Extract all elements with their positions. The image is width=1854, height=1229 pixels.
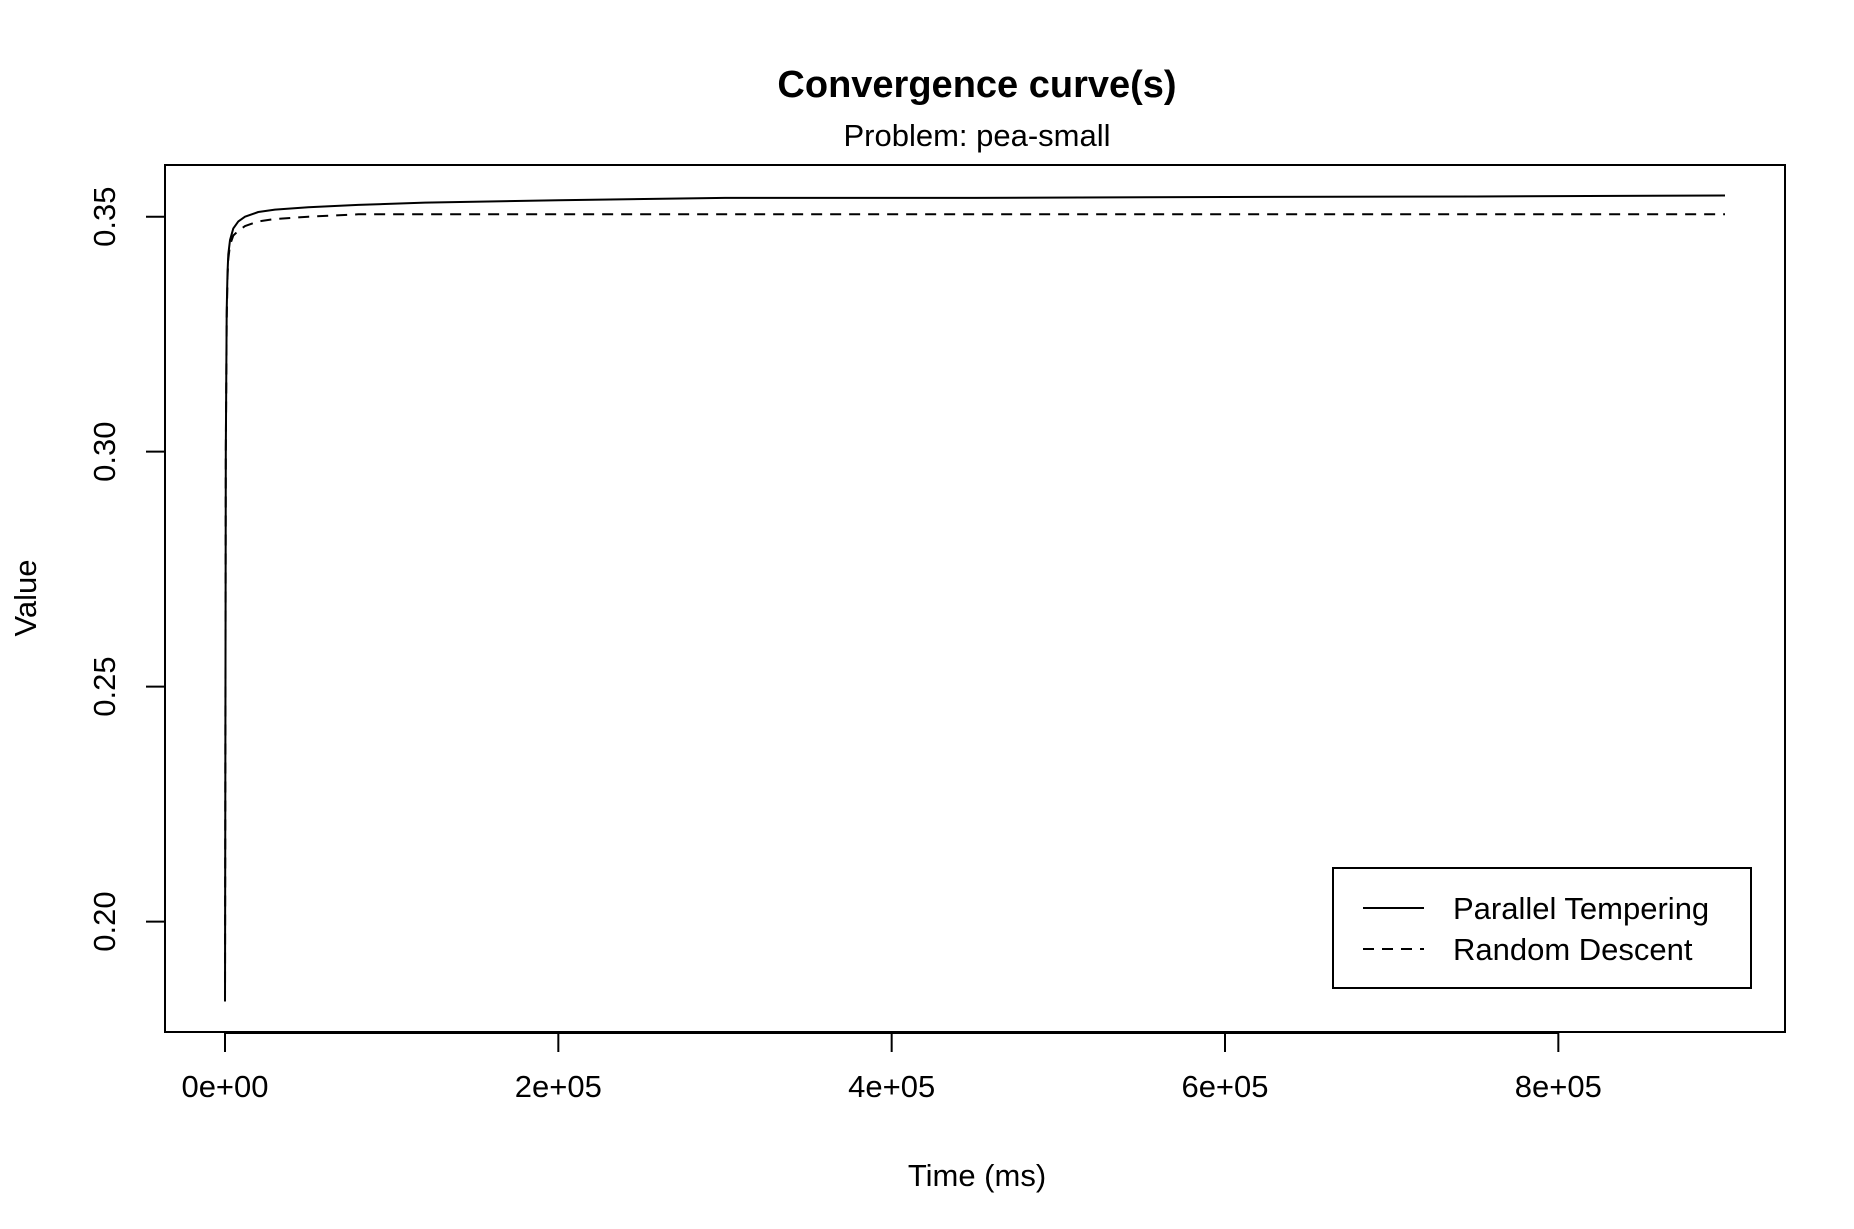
legend-label-random-descent: Random Descent [1453,932,1693,967]
series-layer [224,194,1726,1002]
y-tick-label: 0.35 [87,187,122,247]
series-line-random-descent [224,213,1725,1002]
chart-subtitle: Problem: pea-small [843,118,1110,153]
chart-title: Convergence curve(s) [777,64,1176,106]
x-axis-label: Time (ms) [908,1158,1046,1193]
y-axis: 0.20 0.25 0.30 0.35 [87,187,166,952]
y-tick-label: 0.25 [87,656,122,716]
y-axis-label: Value [8,560,43,637]
x-tick-label: 4e+05 [848,1069,935,1104]
legend-box [1332,867,1752,989]
x-tick-label: 8e+05 [1515,1069,1602,1104]
x-tick-label: 2e+05 [515,1069,602,1104]
y-tick-label: 0.30 [87,421,122,481]
x-tick-label: 6e+05 [1181,1069,1268,1104]
legend: Parallel Tempering Random Descent [1332,867,1752,989]
x-axis: 0e+00 2e+05 4e+05 6e+05 8e+05 [181,1032,1602,1104]
legend-label-parallel-tempering: Parallel Tempering [1453,891,1709,926]
x-tick-label: 0e+00 [181,1069,268,1104]
y-tick-label: 0.20 [87,891,122,951]
